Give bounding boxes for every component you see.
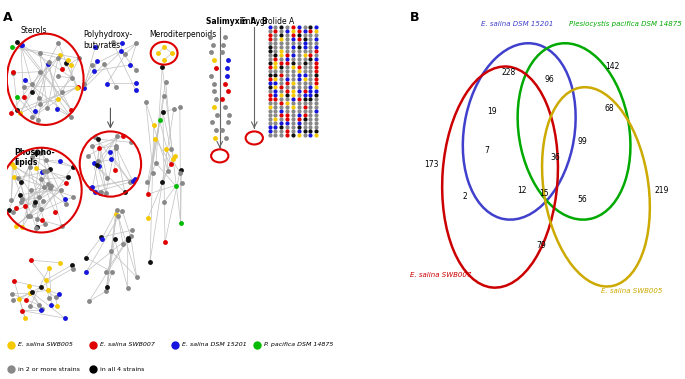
Text: E. salina SWB007: E. salina SWB007 [410, 272, 471, 277]
Text: 36: 36 [550, 153, 560, 162]
Text: Phospho-
lipids: Phospho- lipids [14, 148, 55, 167]
Text: Sterols: Sterols [21, 26, 47, 35]
Text: B: B [410, 11, 419, 24]
Text: Polyhydroxy-
butyrates: Polyhydroxy- butyrates [84, 30, 133, 50]
Text: in all 4 strains: in all 4 strains [100, 366, 144, 372]
Text: 79: 79 [536, 241, 546, 250]
Text: 15: 15 [539, 189, 549, 198]
Text: Salimyxin A, B: Salimyxin A, B [206, 17, 268, 27]
Text: 56: 56 [577, 196, 587, 204]
Text: E. salina DSM 15201: E. salina DSM 15201 [182, 342, 247, 347]
Text: 219: 219 [655, 186, 669, 194]
Text: 2: 2 [462, 192, 466, 201]
Text: 142: 142 [606, 62, 619, 71]
Text: E. salina SWB005: E. salina SWB005 [18, 342, 73, 347]
Text: P. pacifica DSM 14875: P. pacifica DSM 14875 [264, 342, 333, 347]
Text: 7: 7 [484, 147, 489, 155]
Text: E. salina SWB007: E. salina SWB007 [100, 342, 155, 347]
Text: 99: 99 [577, 137, 587, 146]
Text: E. salina SWB005: E. salina SWB005 [601, 288, 663, 294]
Text: Meroditerpenoids: Meroditerpenoids [149, 30, 216, 39]
Text: E. salina DSM 15201: E. salina DSM 15201 [481, 20, 553, 27]
Text: 19: 19 [487, 107, 497, 116]
Text: 68: 68 [605, 104, 614, 113]
Text: Enhygrolide A: Enhygrolide A [241, 17, 294, 27]
Text: 96: 96 [545, 75, 554, 84]
Text: Plesiocystis pacifica DSM 14875: Plesiocystis pacifica DSM 14875 [569, 20, 682, 27]
Text: A: A [3, 11, 12, 24]
Text: 12: 12 [517, 186, 527, 194]
Text: 173: 173 [424, 160, 439, 169]
Text: 228: 228 [501, 68, 515, 77]
Text: in 2 or more strains: in 2 or more strains [18, 366, 79, 372]
